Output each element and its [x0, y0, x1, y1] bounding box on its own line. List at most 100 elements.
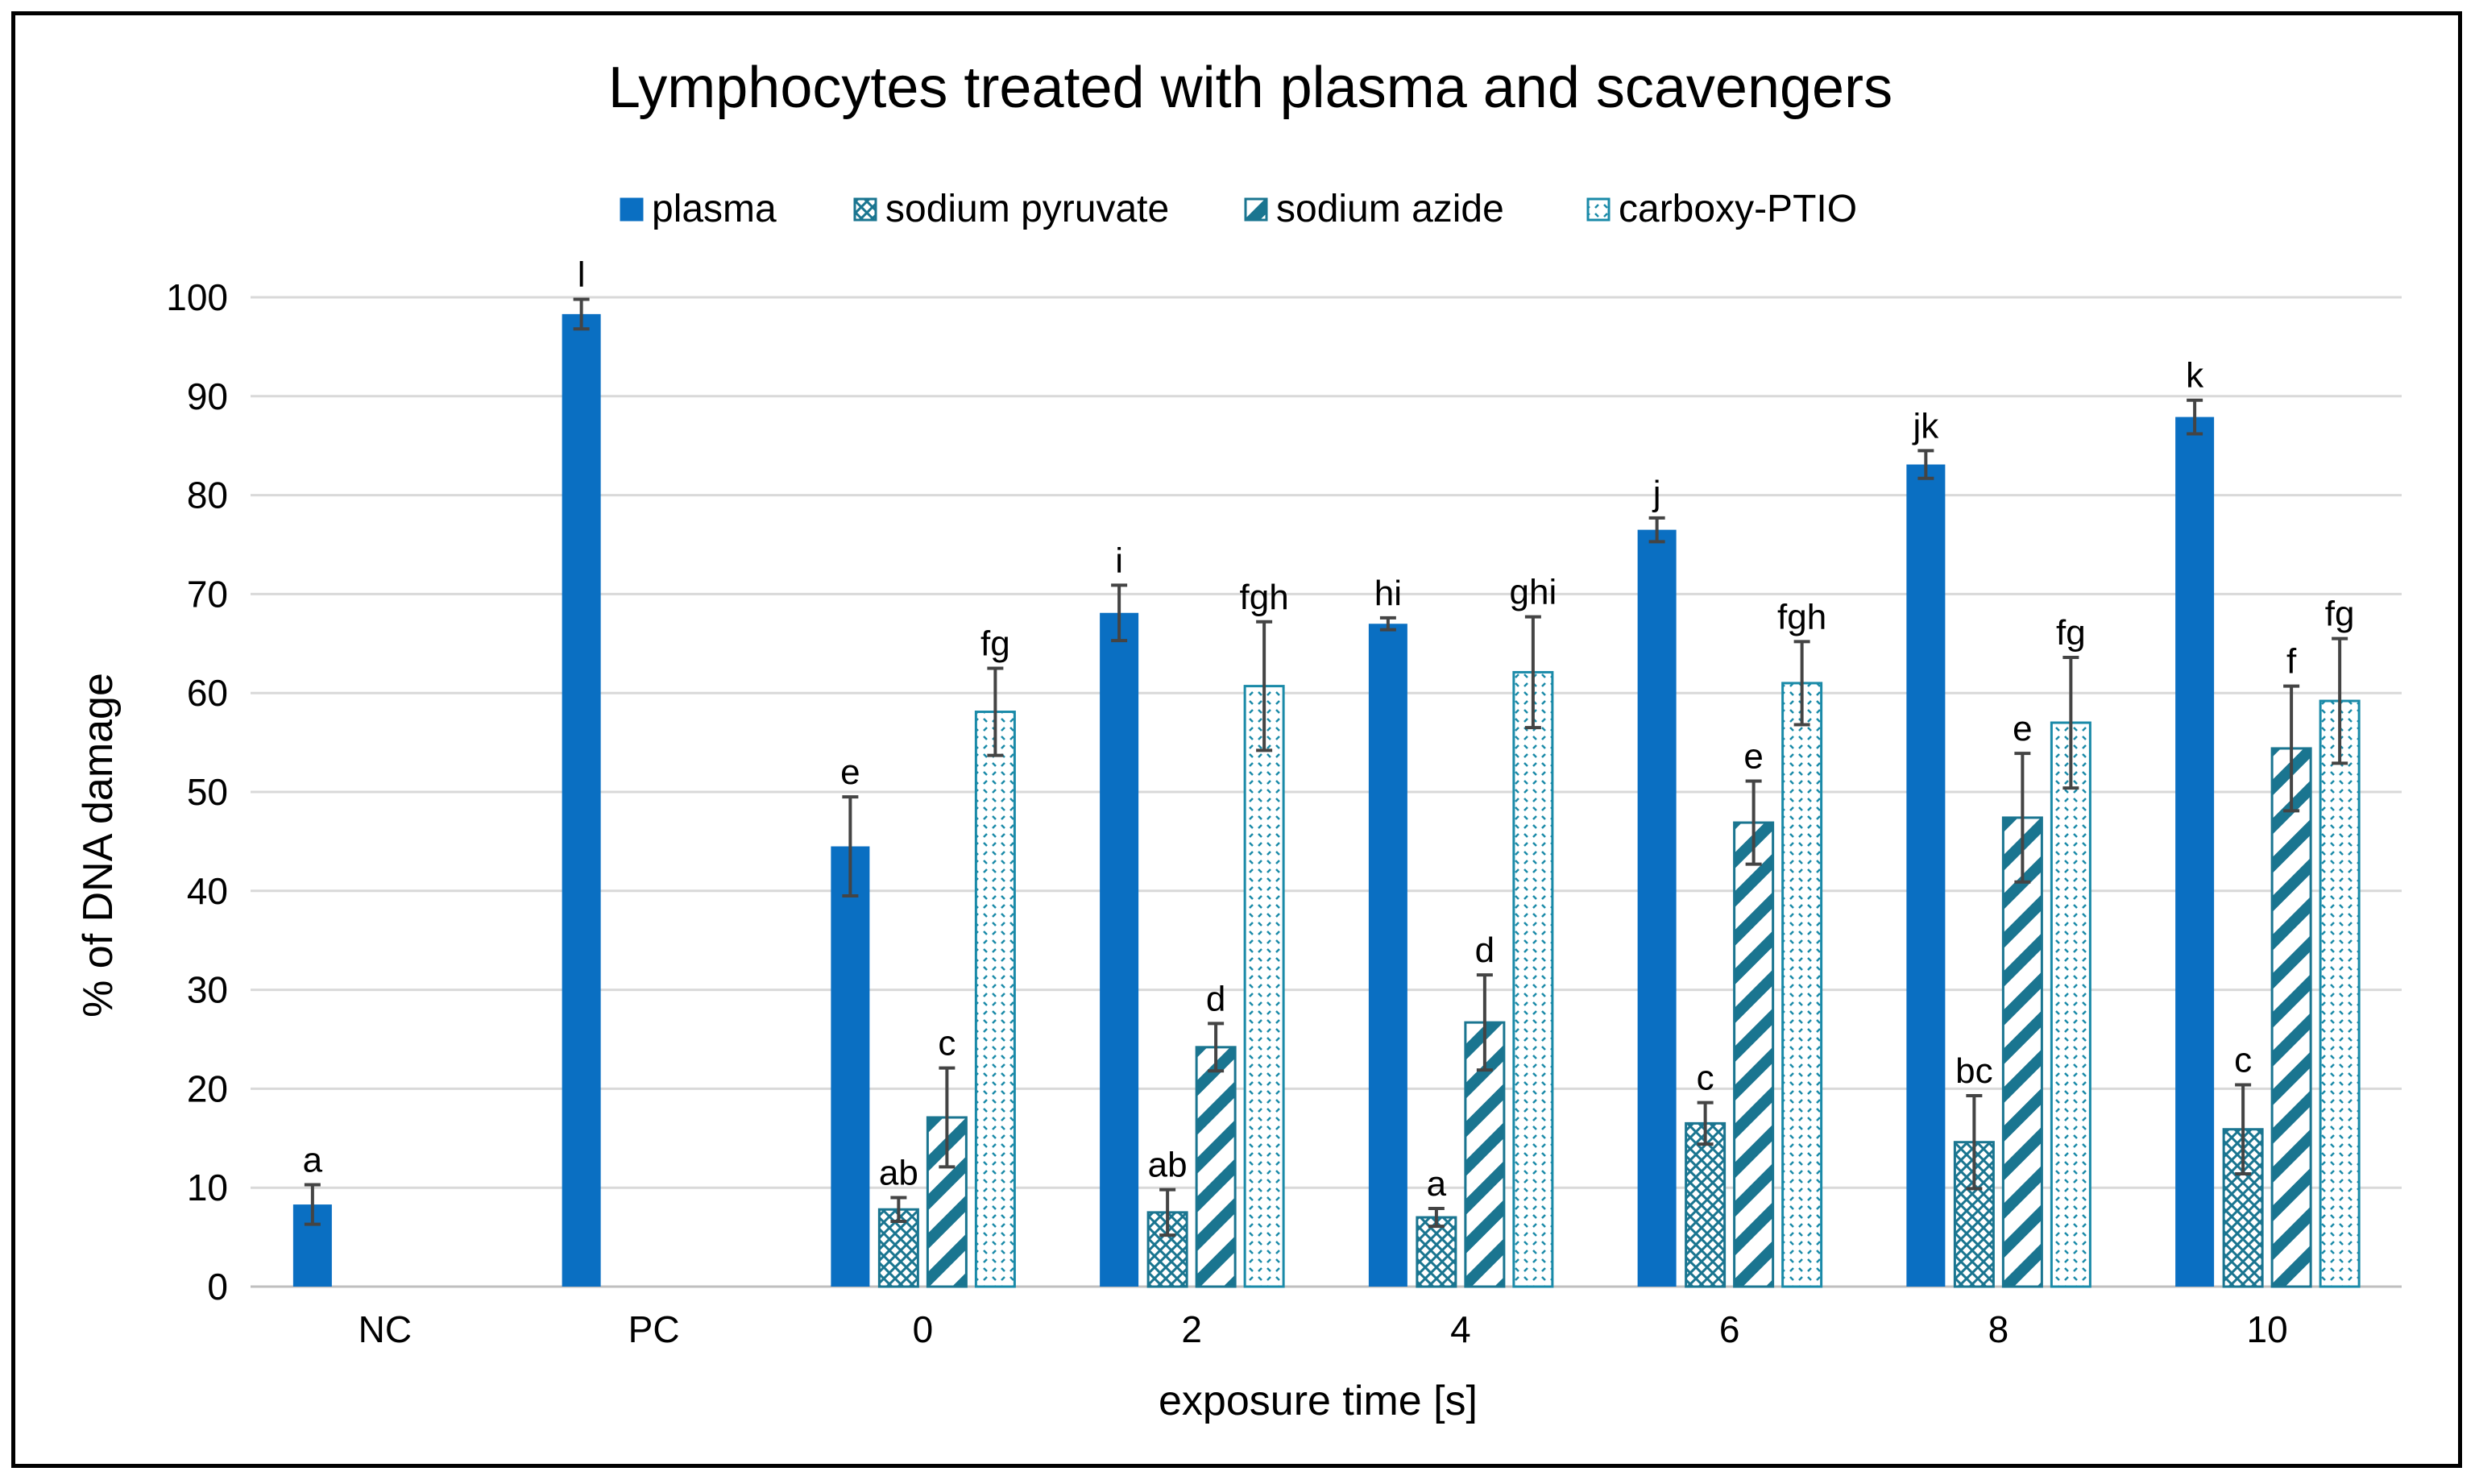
y-tick-label: 0 — [207, 1266, 228, 1308]
bar-sodium-azide-2 — [1195, 1046, 1237, 1288]
legend-swatch — [620, 197, 644, 222]
error-bar — [2014, 752, 2031, 884]
legend-label: sodium pyruvate — [885, 188, 1169, 230]
legend-label: sodium azide — [1276, 188, 1504, 230]
significance-label: jk — [1911, 406, 1939, 446]
bar-carboxy-ptio-10 — [2319, 699, 2361, 1288]
error-bar — [304, 1183, 321, 1226]
chart-legend: plasma sodium pyruvate sodium azide carboxy… — [620, 188, 1857, 230]
error-bar — [1917, 449, 1934, 480]
significance-label: ghi — [1510, 573, 1557, 612]
error-bar — [2283, 684, 2300, 813]
x-tick-label: 4 — [1450, 1308, 1471, 1350]
bar-plasma-2 — [1100, 612, 1139, 1287]
x-tick-label: PC — [628, 1308, 680, 1350]
significance-label: e — [840, 752, 860, 792]
bar-sodium-pyruvate-4 — [1416, 1216, 1457, 1288]
x-tick-label: NC — [359, 1308, 412, 1350]
y-tick-label: 70 — [187, 573, 228, 615]
significance-label: ab — [879, 1153, 918, 1192]
significance-label: c — [2234, 1040, 2252, 1080]
chart-title: Lymphocytes treated with plasma and scav… — [608, 56, 1892, 120]
legend-swatch — [1586, 197, 1611, 222]
y-tick-label: 50 — [187, 771, 228, 813]
error-bar — [1524, 615, 1541, 730]
y-axis-ticks: 0 10 20 30 40 50 60 70 80 90 100 — [166, 276, 228, 1308]
x-tick-label: 0 — [913, 1308, 934, 1350]
y-tick-label: 100 — [166, 276, 228, 318]
bar-carboxy-ptio-8 — [2050, 721, 2091, 1288]
significance-label: ab — [1148, 1146, 1188, 1185]
legend-swatch — [853, 197, 877, 222]
chart-frame: Lymphocytes treated with plasma and scav… — [11, 11, 2462, 1468]
x-tick-label: 8 — [1988, 1308, 2009, 1350]
significance-label: hi — [1374, 574, 1402, 613]
y-tick-label: 90 — [187, 375, 228, 417]
y-axis-title: % of DNA damage — [75, 673, 122, 1018]
error-bar — [1793, 640, 1810, 727]
error-bar — [1966, 1094, 1983, 1191]
error-bar — [1379, 616, 1396, 632]
y-tick-label: 60 — [187, 672, 228, 714]
legend-label: carboxy-PTIO — [1619, 188, 1857, 230]
significance-label: fg — [2056, 613, 2086, 653]
bar-sodium-azide-6 — [1733, 821, 1775, 1288]
gridlines — [251, 296, 2402, 1288]
legend-label: plasma — [652, 188, 777, 230]
error-bar — [890, 1196, 907, 1223]
chart-canvas: Lymphocytes treated with plasma and scav… — [75, 56, 2402, 1424]
y-tick-label: 40 — [187, 870, 228, 912]
error-bar — [1648, 516, 1665, 544]
y-tick-label: 10 — [187, 1167, 228, 1208]
error-bar — [2187, 398, 2203, 436]
bar-carboxy-ptio-6 — [1781, 682, 1823, 1288]
x-axis-ticks: NC PC 0 2 4 6 8 10 — [359, 1308, 2288, 1350]
error-bar — [1208, 1022, 1225, 1073]
error-bar — [1697, 1101, 1714, 1146]
bar-series — [292, 313, 2361, 1288]
x-tick-label: 6 — [1719, 1308, 1740, 1350]
error-bar — [987, 666, 1004, 757]
bar-plasma-10 — [2175, 417, 2215, 1287]
bar-carboxy-ptio-0 — [974, 711, 1016, 1288]
y-tick-label: 80 — [187, 475, 228, 516]
significance-label: fgh — [1240, 578, 1289, 617]
error-bar — [842, 795, 859, 897]
significance-label: d — [1206, 979, 1225, 1018]
error-bar — [1159, 1188, 1176, 1237]
significance-label: e — [1743, 736, 1763, 776]
significance-label: fg — [2325, 595, 2355, 634]
bar-plasma-6 — [1637, 529, 1677, 1287]
significance-label: fgh — [1777, 597, 1826, 636]
error-bar — [1745, 779, 1762, 866]
significance-label: a — [1427, 1164, 1447, 1204]
bar-carboxy-ptio-4 — [1512, 670, 1554, 1288]
legend-swatch — [1244, 197, 1268, 222]
significance-label: i — [1115, 541, 1123, 580]
error-bar — [1428, 1206, 1445, 1229]
y-tick-label: 20 — [187, 1067, 228, 1109]
x-tick-label: 2 — [1181, 1308, 1202, 1350]
error-bar — [2062, 655, 2079, 790]
error-bar — [2235, 1083, 2252, 1176]
error-bar — [1256, 620, 1273, 752]
bar-plasma-4 — [1368, 624, 1407, 1287]
x-axis-title: exposure time [s] — [1159, 1378, 1478, 1424]
bar-plasma-0 — [831, 846, 870, 1287]
bar-sodium-pyruvate-2 — [1146, 1211, 1188, 1288]
significance-label: l — [578, 255, 586, 294]
significance-label: fg — [980, 624, 1010, 664]
error-bar — [939, 1066, 956, 1169]
significance-label: e — [2013, 709, 2032, 748]
significance-label: j — [1652, 474, 1661, 513]
y-tick-label: 30 — [187, 969, 228, 1011]
significance-label: c — [938, 1024, 956, 1063]
error-bar — [1476, 973, 1493, 1072]
bar-sodium-azide-10 — [2270, 747, 2312, 1288]
error-bar — [1111, 583, 1128, 643]
x-tick-label: 10 — [2247, 1308, 2288, 1350]
bar-carboxy-ptio-2 — [1243, 685, 1285, 1288]
error-bars — [304, 297, 2348, 1237]
significance-label: bc — [1955, 1051, 1992, 1091]
